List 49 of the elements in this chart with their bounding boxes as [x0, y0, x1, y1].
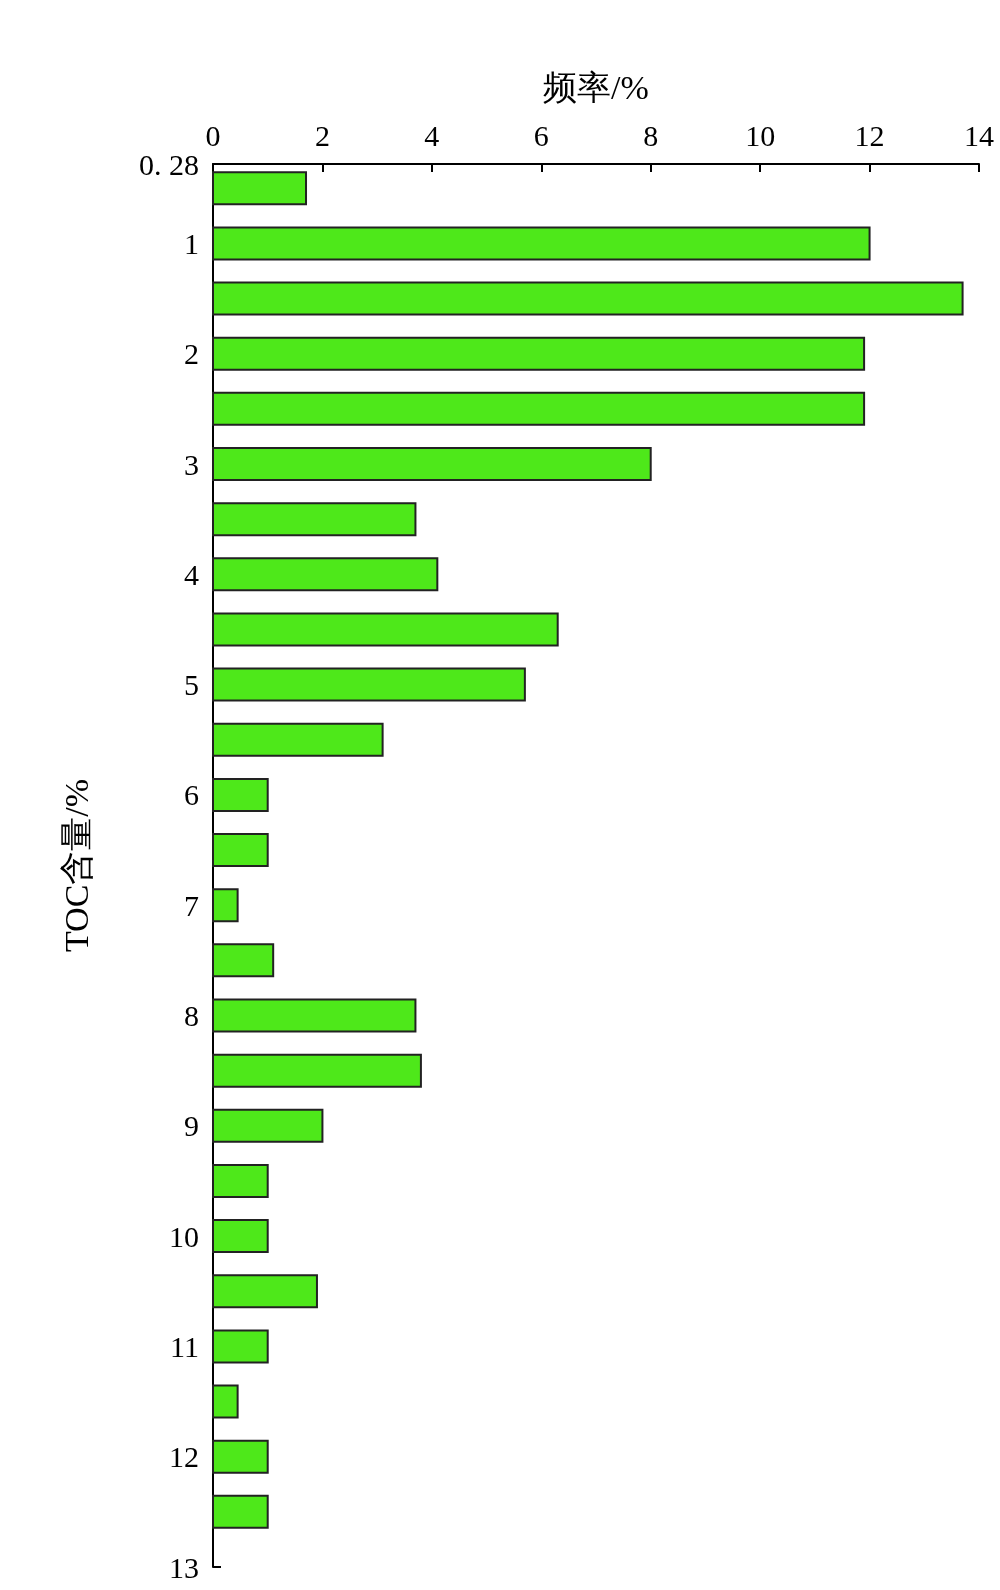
y-tick-label: 2	[184, 337, 199, 371]
bar	[212, 447, 652, 482]
bar	[212, 336, 866, 371]
y-tick-label: 13	[169, 1550, 199, 1584]
x-tick-label: 0	[205, 118, 221, 152]
bar	[212, 226, 871, 261]
y-tick-label: 6	[184, 778, 199, 812]
bar	[212, 612, 559, 647]
bar	[212, 1219, 269, 1254]
x-tick-label: 2	[314, 118, 330, 152]
bar	[212, 1494, 269, 1529]
y-tick-label: 0. 28	[139, 147, 199, 181]
y-tick-label: 12	[169, 1440, 199, 1474]
bar	[212, 1163, 269, 1198]
bar	[212, 833, 269, 868]
bar	[212, 722, 384, 757]
y-tick-label: 9	[184, 1109, 199, 1143]
bar	[212, 667, 526, 702]
bar	[212, 943, 275, 978]
bar	[212, 1439, 269, 1474]
x-tick-label: 4	[424, 118, 440, 152]
y-tick-label: 7	[184, 888, 199, 922]
bar	[212, 1384, 239, 1419]
y-tick-label: 8	[184, 999, 199, 1033]
bar	[212, 502, 417, 537]
bar	[212, 171, 308, 206]
y-tick-label: 4	[184, 557, 199, 591]
y-tick-label: 5	[184, 668, 199, 702]
y-tick-label: 1	[184, 226, 199, 260]
bar	[212, 391, 866, 426]
bar	[212, 1053, 422, 1088]
bar	[212, 777, 269, 812]
bar	[212, 281, 964, 316]
x-tick-label: 10	[745, 118, 776, 152]
bar	[212, 1108, 324, 1143]
x-axis-title: 频率/%	[543, 68, 649, 106]
x-tick-label: 12	[854, 118, 885, 152]
y-tick-label: 11	[170, 1329, 199, 1363]
bar	[212, 557, 439, 592]
bar	[212, 888, 239, 923]
bar	[212, 998, 417, 1033]
x-tick-label: 8	[643, 118, 659, 152]
y-axis-title: TOC含量/%	[57, 778, 95, 953]
x-tick-label: 6	[533, 118, 549, 152]
bar	[212, 1329, 269, 1364]
bar	[212, 1274, 318, 1309]
x-tick-label: 14	[964, 118, 994, 152]
y-tick-label: 3	[184, 447, 199, 481]
y-tick-label: 10	[169, 1219, 199, 1253]
